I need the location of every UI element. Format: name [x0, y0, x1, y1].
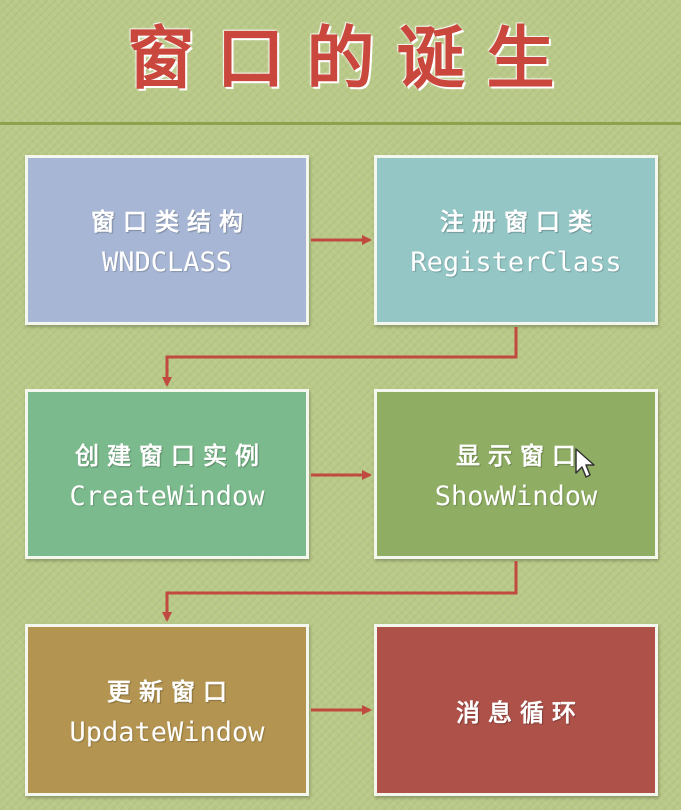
step-label-cn: 更新窗口 [107, 677, 235, 706]
step-label-cn: 创建窗口实例 [75, 441, 267, 470]
step-label-cn: 显示窗口 [456, 441, 584, 470]
step-label-cn: 消息循环 [456, 697, 584, 727]
step-box-wndclass: 窗口类结构 WNDCLASS [25, 155, 309, 325]
step-label-en: CreateWindow [69, 481, 265, 512]
step-box-message-loop: 消息循环 [374, 624, 658, 796]
arrow-step2-to-step3 [162, 327, 518, 387]
title-divider [0, 122, 681, 125]
step-label-en: RegisterClass [410, 247, 622, 278]
step-box-registerclass: 注册窗口类 RegisterClass [374, 155, 658, 325]
step-label-cn: 窗口类结构 [91, 207, 251, 236]
step-label-cn: 注册窗口类 [440, 207, 600, 236]
step-label-en: WNDCLASS [101, 247, 233, 278]
step-box-createwindow: 创建窗口实例 CreateWindow [25, 389, 309, 559]
mouse-pointer-icon [575, 448, 595, 478]
slide-title: 窗口的诞生 [126, 19, 577, 99]
step-box-updatewindow: 更新窗口 UpdateWindow [25, 624, 309, 796]
arrow-step4-to-step5 [162, 561, 518, 622]
step-box-showwindow: 显示窗口 ShowWindow [374, 389, 658, 559]
step-label-en: ShowWindow [434, 481, 598, 512]
step-label-en: UpdateWindow [69, 717, 265, 748]
